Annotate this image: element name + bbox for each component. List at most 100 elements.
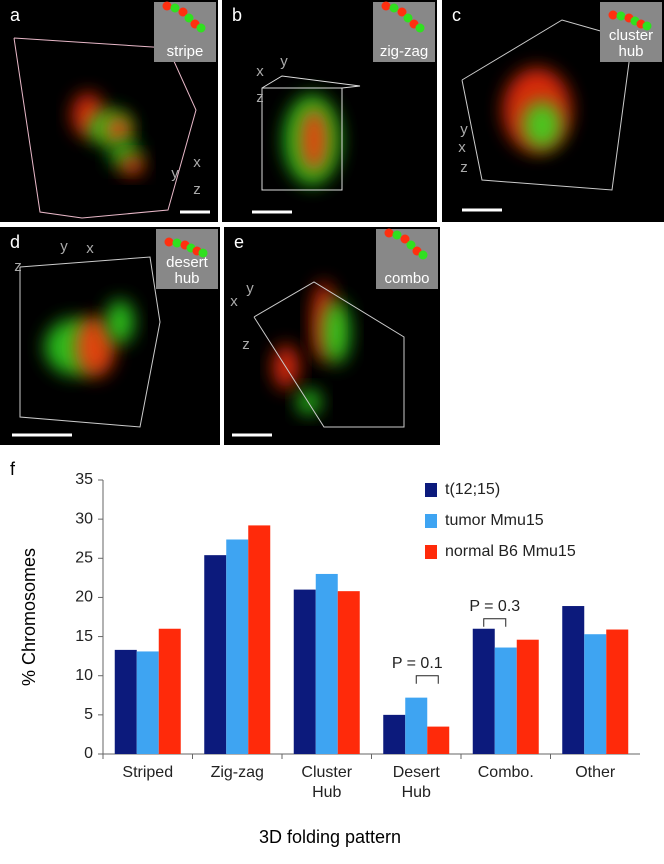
axis-letter: y	[246, 280, 254, 297]
inset-dot	[164, 237, 174, 247]
y-tick-label: 5	[84, 706, 93, 723]
axis-letter: z	[242, 336, 250, 353]
inset-dot	[403, 13, 413, 23]
panel-label: b	[232, 5, 242, 25]
inset-text: cluster	[609, 27, 653, 44]
axis-letter: y	[460, 121, 468, 138]
y-tick-label: 30	[75, 510, 93, 527]
bounding-box	[461, 19, 633, 191]
inset-dot	[392, 230, 402, 240]
bar	[204, 555, 227, 754]
bar	[383, 714, 406, 754]
inset-dot	[381, 1, 391, 11]
bounding-box	[253, 281, 405, 428]
bar	[136, 651, 159, 754]
fluorescence-signal	[297, 390, 321, 414]
fluorescence-signal	[106, 116, 130, 144]
panel-label: f	[10, 459, 16, 479]
legend-label: tumor Mmu15	[445, 512, 544, 529]
axis-letter: y	[171, 165, 179, 182]
inset-dot	[198, 248, 208, 258]
image-panel: e xy z combo	[224, 227, 440, 445]
axis-letter: z	[193, 181, 201, 198]
fluorescence-signal	[322, 300, 350, 364]
axis-letter: x	[458, 139, 466, 156]
x-tick-label-line: Hub	[402, 784, 431, 801]
fluorescence-signal	[522, 101, 562, 149]
inset-dot	[616, 11, 626, 21]
inset-dot	[397, 7, 407, 17]
bar	[494, 647, 517, 754]
x-tick-label: Other	[575, 764, 616, 781]
image-panel: a xyz stripe	[0, 0, 218, 222]
annotation: P = 0.3	[469, 598, 520, 615]
legend-swatch	[425, 514, 437, 528]
y-tick-label: 20	[75, 589, 93, 606]
bar	[226, 539, 249, 754]
inset-dot	[384, 228, 394, 238]
x-tick-label-line: Cluster	[301, 764, 352, 781]
significance-bracket	[415, 675, 439, 684]
inset-dot	[406, 240, 416, 250]
annotation: P = 0.1	[392, 655, 443, 672]
x-tick-label-line: Hub	[312, 784, 341, 801]
x-tick-label: Striped	[122, 764, 173, 781]
fluorescence-signal	[75, 317, 115, 377]
axis-letter: y	[280, 53, 288, 70]
axis-letter: y	[60, 238, 68, 255]
bar	[114, 649, 137, 754]
bar	[315, 573, 338, 754]
significance-bracket	[483, 618, 507, 627]
legend-label: normal B6 Mmu15	[445, 543, 576, 560]
panel-label: c	[452, 5, 461, 25]
axis-letter: x	[86, 240, 94, 257]
x-tick-label: Combo.	[478, 764, 534, 781]
y-tick-label: 25	[75, 550, 93, 567]
legend-swatch	[425, 483, 437, 497]
legend-swatch	[425, 545, 437, 559]
x-tick-label: Desert Hub	[393, 764, 441, 801]
y-tick-label: 0	[84, 745, 93, 762]
inset-text: combo	[384, 270, 429, 287]
bar	[405, 697, 428, 754]
bar	[516, 639, 539, 754]
panel-label: d	[10, 232, 20, 252]
bar	[584, 634, 607, 754]
bar	[606, 629, 629, 754]
bounding-box	[261, 75, 361, 191]
panel-label: a	[10, 5, 21, 25]
bar	[293, 589, 316, 754]
bar	[427, 726, 450, 754]
inset-dot	[162, 1, 172, 11]
bounding-box	[19, 256, 161, 428]
bar	[337, 591, 360, 754]
inset-dot	[178, 7, 188, 17]
fluorescence-signal	[300, 108, 328, 172]
inset-dot	[196, 23, 206, 33]
inset-dot	[400, 234, 410, 244]
x-tick-label: Zig-zag	[211, 764, 264, 781]
axis-letter: z	[14, 258, 22, 275]
legend-label: t(12;15)	[445, 481, 500, 498]
fluorescence-signal	[106, 300, 134, 344]
x-tick-label: Cluster Hub	[301, 764, 352, 801]
image-panel: b xy z zig-zag	[222, 0, 437, 222]
axis-letter: x	[193, 154, 201, 171]
inset-dot	[184, 13, 194, 23]
bar	[158, 628, 181, 754]
inset-text: hub	[174, 270, 199, 287]
inset-text: stripe	[167, 43, 204, 60]
y-tick-label: 15	[75, 628, 93, 645]
inset-text: desert	[166, 254, 209, 271]
bar	[472, 628, 495, 754]
fluorescence-signal	[120, 155, 144, 175]
axis-letter: x	[230, 293, 238, 310]
axis-letter: z	[460, 159, 468, 176]
inset-dot	[415, 23, 425, 33]
inset-text: hub	[618, 43, 643, 60]
axis-letter: x	[256, 63, 264, 80]
y-axis-title: % Chromosomes	[19, 548, 39, 686]
inset-dot	[172, 238, 182, 248]
y-tick-label: 35	[75, 471, 93, 488]
